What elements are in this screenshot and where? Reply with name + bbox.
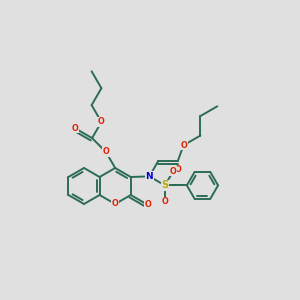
Text: O: O (180, 141, 187, 150)
Text: O: O (162, 197, 168, 206)
Text: O: O (175, 165, 181, 174)
Text: O: O (72, 124, 79, 133)
Text: O: O (170, 167, 177, 176)
Text: S: S (161, 180, 169, 190)
Text: O: O (112, 200, 119, 208)
Text: O: O (144, 200, 151, 209)
Text: O: O (103, 147, 109, 156)
Text: N: N (146, 172, 153, 181)
Text: O: O (98, 118, 105, 127)
